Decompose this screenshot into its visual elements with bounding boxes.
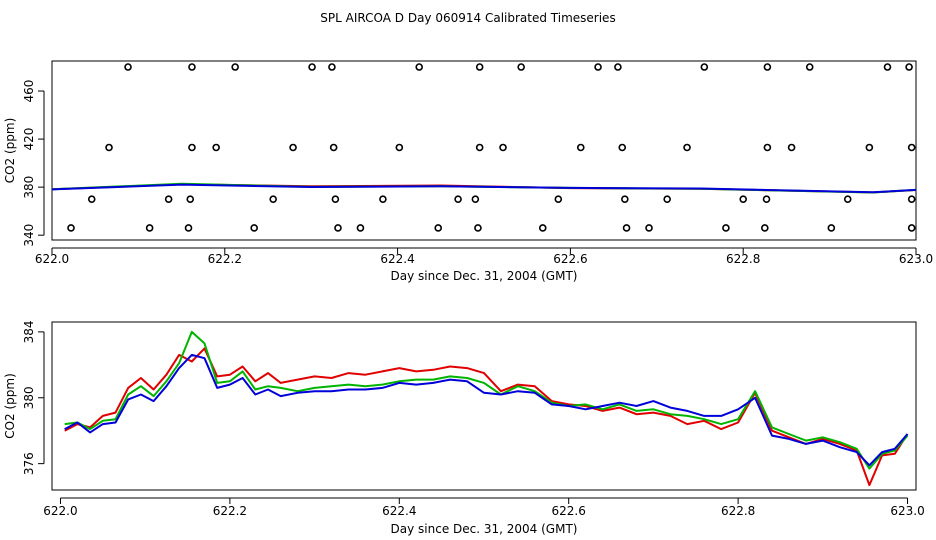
scatter-point (700, 63, 709, 71)
y-axis-label: CO2 (ppm) (3, 373, 17, 439)
scatter-point (454, 195, 462, 203)
y-tick-label: 460 (22, 80, 36, 103)
x-tick-label: 622.4 (382, 504, 416, 518)
scatter-point (618, 143, 627, 152)
scatter-point (334, 224, 342, 232)
y-tick-label: 380 (22, 176, 36, 199)
scatter-point (762, 195, 771, 203)
scatter-point (379, 195, 387, 203)
scatter-point (212, 143, 220, 152)
scatter-point (722, 224, 730, 232)
scatter-point (105, 143, 113, 152)
y-tick-label: 380 (22, 386, 36, 409)
scatter-point (308, 63, 316, 71)
scatter-point (269, 195, 277, 203)
x-tick-label: 622.6 (553, 252, 587, 266)
panel-top: 622.0 622.2 622.4 622.6 622.8 623.0 Day since … (3, 60, 933, 283)
scatter-point (554, 195, 563, 203)
y-tick-label: 340 (22, 224, 36, 247)
scatter-point (67, 224, 75, 232)
series-line-blue (64, 353, 909, 467)
x-axis-label: Day since Dec. 31, 2004 (GMT) (391, 269, 578, 283)
scatter-point (907, 224, 916, 232)
scatter-point (622, 224, 631, 232)
scatter-point (787, 143, 796, 152)
scatter-point (188, 63, 196, 71)
scatter-point (471, 195, 480, 203)
scatter-point (250, 224, 258, 232)
scatter-point (289, 143, 297, 152)
y-tick-label: 376 (22, 452, 36, 475)
x-tick-label: 622.2 (208, 252, 242, 266)
x-tick-label: 623.0 (890, 504, 924, 518)
scatter-point (645, 224, 653, 232)
scatter-point (395, 143, 404, 152)
scatter-point (415, 63, 424, 71)
scatter-point (184, 224, 193, 232)
scatter-point (843, 195, 852, 203)
x-tick-label: 622.2 (213, 504, 247, 518)
scatter-point (186, 195, 195, 203)
scatter-point (434, 224, 443, 232)
scatter-point (475, 63, 484, 71)
series-line-green (64, 330, 909, 470)
scatter-point (576, 143, 585, 152)
scatter-point (356, 224, 365, 232)
series-line-blue (52, 183, 916, 194)
scatter-point (907, 143, 916, 152)
x-tick-label: 622.4 (380, 252, 414, 266)
scatter-point (124, 63, 132, 71)
plot-frame (51, 60, 917, 241)
scatter-point (594, 63, 602, 71)
scatter-point (621, 195, 629, 203)
scatter-point (331, 195, 340, 203)
scatter-point (663, 195, 671, 203)
scatter-point (538, 224, 547, 232)
scatter-point (87, 195, 96, 203)
scatter-point (474, 224, 482, 232)
scatter-point (763, 143, 772, 152)
scatter-point (328, 63, 336, 71)
scatter-point (329, 143, 338, 152)
scatter-point (763, 63, 772, 71)
plot-frame (51, 321, 917, 491)
scatter-point (760, 224, 769, 232)
x-tick-label: 622.8 (721, 504, 755, 518)
y-axis-label: CO2 (ppm) (3, 118, 17, 184)
scatter-point (164, 195, 173, 203)
x-axis-label: Day since Dec. 31, 2004 (GMT) (391, 522, 578, 536)
y-tick-label: 420 (22, 128, 36, 151)
x-tick-label: 622.0 (35, 252, 69, 266)
scatter-point (907, 195, 916, 203)
x-tick-label: 623.0 (899, 252, 933, 266)
scatter-point (827, 224, 836, 232)
x-tick-label: 622.8 (726, 252, 760, 266)
series-line-red (64, 347, 909, 487)
scatter-point (683, 143, 691, 152)
scatter-point (739, 195, 748, 203)
scatter-point (188, 143, 196, 152)
scatter-point (145, 224, 154, 232)
scatter-point (905, 63, 913, 71)
scatter-point (231, 63, 239, 71)
scatter-point (499, 143, 507, 152)
x-tick-label: 622.0 (43, 504, 77, 518)
panel-bottom: 622.0 622.2 622.4 622.6 622.8 623.0 Day since … (3, 320, 925, 536)
figure-title: SPL AIRCOA D Day 060914 Calibrated Times… (320, 11, 615, 25)
scatter-point (865, 143, 874, 152)
scatter-point (614, 63, 622, 71)
x-tick-label: 622.6 (552, 504, 586, 518)
scatter-point (517, 63, 525, 71)
y-tick-label: 384 (22, 320, 36, 343)
scatter-point (883, 63, 892, 71)
scatter-point (475, 143, 484, 152)
scatter-point (805, 63, 814, 71)
